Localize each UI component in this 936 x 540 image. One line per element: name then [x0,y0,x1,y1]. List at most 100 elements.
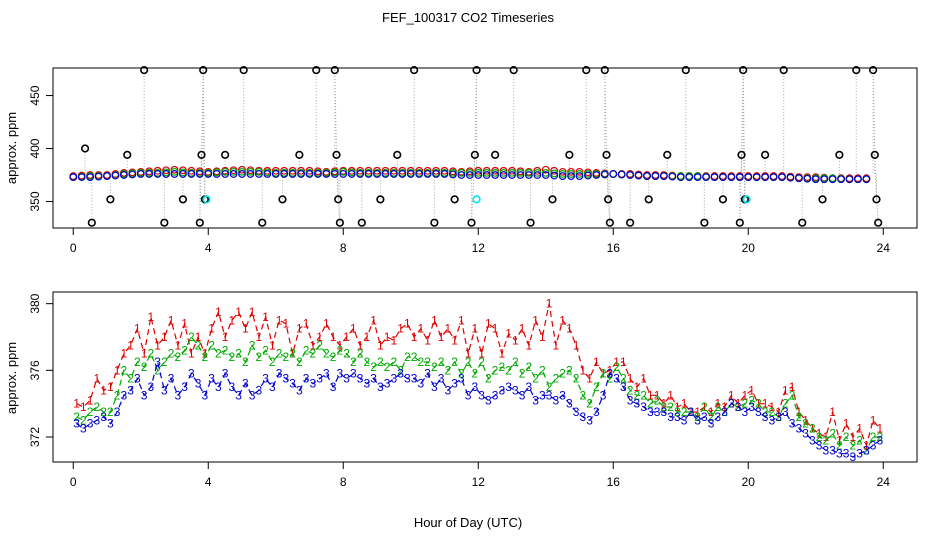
series-1-marker: 1 [829,405,836,419]
series-3-marker: 3 [316,372,323,386]
series-1-marker: 1 [573,338,580,352]
series-1-marker: 1 [127,338,134,352]
series-2-marker: 2 [195,338,202,352]
bottom-x-tick-label: 16 [607,475,621,489]
series-3-marker: 3 [843,447,850,461]
series-3-point [179,170,187,178]
top-series-points [69,165,871,184]
series-2-marker: 2 [742,397,749,411]
series-1-marker: 1 [546,297,553,311]
series-1-point [271,166,280,175]
series-3-point [693,173,702,182]
series-1-marker: 1 [694,405,701,419]
series-2-marker: 2 [600,367,607,381]
series-2-marker: 2 [357,347,364,361]
series-3-marker: 3 [877,433,884,447]
series-2-marker: 2 [188,330,195,344]
series-3-marker: 3 [505,380,512,394]
series-2-marker: 2 [269,355,276,369]
bottom-x-tick-label: 12 [472,475,486,489]
series-2-marker: 2 [715,400,722,414]
series-1-marker: 1 [640,372,647,386]
series-1-marker: 1 [445,322,452,336]
series-1-marker: 1 [856,422,863,436]
series-2-marker: 2 [823,433,830,447]
series-3-point [195,170,204,178]
series-3-point [162,170,170,178]
calibration-point [718,195,728,204]
series-3-marker: 3 [451,377,458,391]
series-2-marker: 2 [377,355,384,369]
series-3-marker: 3 [640,400,647,414]
series-3-marker: 3 [580,410,587,424]
series-1-marker: 1 [661,397,668,411]
series-2-marker: 2 [242,355,249,369]
series-1-marker: 1 [121,347,128,361]
calibration-drop-line [201,70,204,155]
series-3-point [567,172,575,180]
series-3-marker: 3 [337,367,344,381]
series-3-line [76,361,881,458]
series-1-marker: 1 [782,383,789,397]
series-2-marker: 2 [559,367,566,381]
series-3-marker: 3 [526,380,533,394]
series-3-point [533,171,542,179]
series-2-marker: 2 [161,355,168,369]
series-1-marker: 1 [269,338,276,352]
calibration-point [472,66,481,75]
calibration-point [470,150,479,159]
series-2-point [457,169,466,177]
series-1-marker: 1 [256,330,263,344]
calibration-point [626,218,635,227]
series-1-marker: 1 [404,317,411,331]
series-1-point [162,166,170,175]
calibration-point [491,150,500,159]
series-2-marker: 2 [546,380,553,394]
calibration-point [357,218,366,227]
series-2-marker: 2 [553,372,560,386]
series-3-point [735,173,744,182]
series-3-point [837,175,845,184]
series-3-point [111,171,120,180]
series-1-marker: 1 [208,322,215,336]
series-1-marker: 1 [667,388,674,402]
series-1-marker: 1 [620,355,627,369]
series-3-point [558,172,567,180]
series-3-marker: 3 [296,383,303,397]
series-2-point [246,167,255,176]
series-3-marker: 3 [850,450,857,464]
series-2-marker: 2 [256,350,263,364]
figure-title: FEF_100317 CO2 Timeseries [382,10,554,25]
series-3-point [786,173,795,182]
calibration-point [295,150,304,159]
series-2-marker: 2 [573,372,580,386]
series-2-marker: 2 [708,410,715,424]
series-3-marker: 3 [404,372,411,386]
series-3-point [820,175,829,184]
series-2-marker: 2 [283,350,290,364]
series-1-marker: 1 [249,305,256,319]
series-3-marker: 3 [431,380,438,394]
series-1-marker: 1 [559,313,566,327]
series-2-marker: 2 [688,405,695,419]
bottom-y-tick-label: 376 [28,360,42,380]
series-3-point [862,175,871,184]
series-1-marker: 1 [303,317,310,331]
series-1-marker: 1 [843,417,850,431]
series-2-marker: 2 [613,360,620,374]
top-y-axis-label: approx. ppm [4,112,19,184]
series-1-marker: 1 [674,400,681,414]
series-3-point [432,170,440,178]
series-3-marker: 3 [816,438,823,452]
series-1-marker: 1 [431,313,438,327]
series-1-marker: 1 [323,317,330,331]
series-3-marker: 3 [94,413,101,427]
series-3-point [204,170,213,178]
series-2-marker: 2 [404,350,411,364]
series-3-marker: 3 [107,417,114,431]
series-3-marker: 3 [856,447,863,461]
series-1-marker: 1 [283,317,290,331]
series-3-marker: 3 [573,405,580,419]
series-1-point [491,166,500,175]
series-3-marker: 3 [546,388,553,402]
